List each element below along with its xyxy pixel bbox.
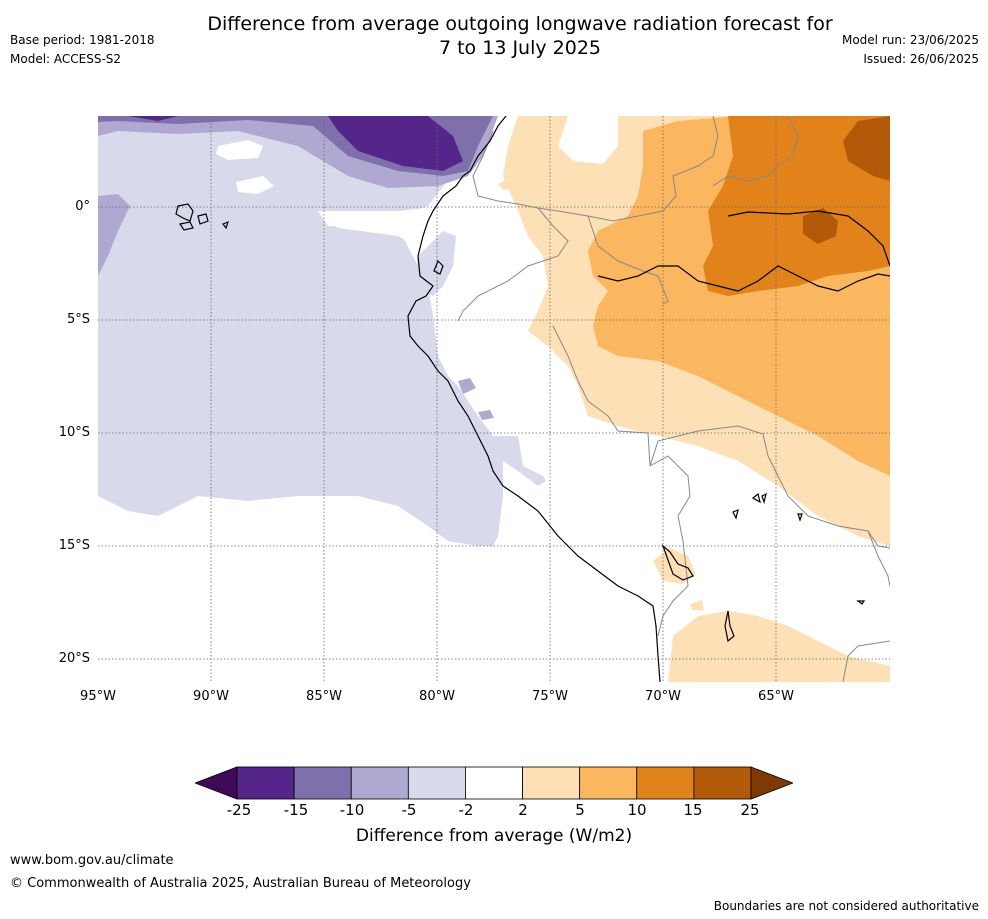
- model-label: Model: ACCESS-S2: [10, 52, 122, 66]
- legend-tick: 5: [575, 801, 585, 819]
- anomaly-region-pos15-pos25-center: [803, 208, 838, 244]
- neutral-patch-2: [236, 176, 274, 194]
- lat-label-20s: 20°S: [58, 651, 90, 666]
- legend-swatch: [407, 766, 466, 800]
- map-title: Difference from average outgoing longwav…: [207, 13, 833, 59]
- neutral-patch-3: [318, 206, 443, 246]
- legend-tick: -25: [226, 801, 252, 819]
- disclaimer-text: Boundaries are not considered authoritat…: [713, 899, 979, 913]
- issued-label: Issued: 26/06/2025: [863, 52, 979, 66]
- legend-swatch: [293, 766, 352, 800]
- legend-tick: 25: [740, 801, 760, 819]
- coastline: [175, 116, 890, 682]
- anomaly-region-pos2-pos5-south: [668, 611, 890, 682]
- website-link[interactable]: www.bom.gov.au/climate: [10, 853, 174, 868]
- lat-label-5s: 5°S: [66, 312, 90, 327]
- national-borders: [457, 116, 890, 682]
- legend-swatch: [693, 766, 752, 800]
- lat-label-15s: 15°S: [58, 538, 90, 553]
- legend-label: Difference from average (W/m2): [355, 826, 633, 846]
- lon-label-95w: 95°W: [80, 689, 116, 704]
- anomaly-region-neg15-neg25: [128, 116, 463, 171]
- legend-tick: 2: [518, 801, 528, 819]
- legend-swatch: [636, 766, 695, 800]
- legend-colorbar-svg: [193, 766, 795, 800]
- neutral-patch-1: [216, 140, 263, 160]
- anomaly-region-coast-lavender: [416, 231, 456, 296]
- legend-tick: -15: [283, 801, 309, 819]
- anomaly-region-neg5-neg10-coast: [458, 378, 494, 420]
- anomaly-region-pos15-pos25-ne: [843, 116, 890, 181]
- anomaly-region-pos2-pos5-southeast: [818, 496, 890, 546]
- legend-tick: 10: [627, 801, 647, 819]
- lon-label-85w: 85°W: [306, 689, 342, 704]
- anomaly-region-pos2-pos5-small: [498, 178, 516, 190]
- legend-colorbar: [193, 766, 795, 800]
- legend-swatch: [465, 766, 523, 800]
- graticule: [98, 116, 890, 682]
- lon-label-75w: 75°W: [532, 689, 568, 704]
- copyright-text: © Commonwealth of Australia 2025, Austra…: [10, 876, 471, 891]
- legend-swatch: [522, 766, 581, 800]
- anomaly-map-svg: [98, 116, 890, 682]
- legend-extend-low: [193, 766, 238, 800]
- lon-label-80w: 80°W: [419, 689, 455, 704]
- lat-label-10s: 10°S: [58, 425, 90, 440]
- model-run-label: Model run: 23/06/2025: [841, 33, 979, 47]
- lon-label-90w: 90°W: [193, 689, 229, 704]
- anomaly-region-neg2-neg5: [98, 116, 546, 546]
- legend-tick: -2: [458, 801, 474, 819]
- legend-swatch: [350, 766, 409, 800]
- lat-label-0: 0°: [75, 199, 90, 214]
- lon-label-70w: 70°W: [645, 689, 681, 704]
- neutral-patch-4: [558, 116, 618, 164]
- anomaly-region-neg5-neg10-west: [98, 194, 130, 276]
- anomaly-map: [98, 116, 890, 682]
- lon-label-65w: 65°W: [758, 689, 794, 704]
- legend-swatch: [579, 766, 638, 800]
- base-period-label: Base period: 1981-2018: [10, 33, 155, 47]
- legend-tick: 15: [683, 801, 703, 819]
- legend-swatch: [236, 766, 295, 800]
- anomaly-region-pos10-pos15: [703, 116, 890, 296]
- legend-tick: -10: [339, 801, 365, 819]
- anomaly-region-pos2-pos5-south2: [690, 600, 704, 610]
- legend-extend-high: [750, 766, 795, 800]
- legend-tick: -5: [401, 801, 417, 819]
